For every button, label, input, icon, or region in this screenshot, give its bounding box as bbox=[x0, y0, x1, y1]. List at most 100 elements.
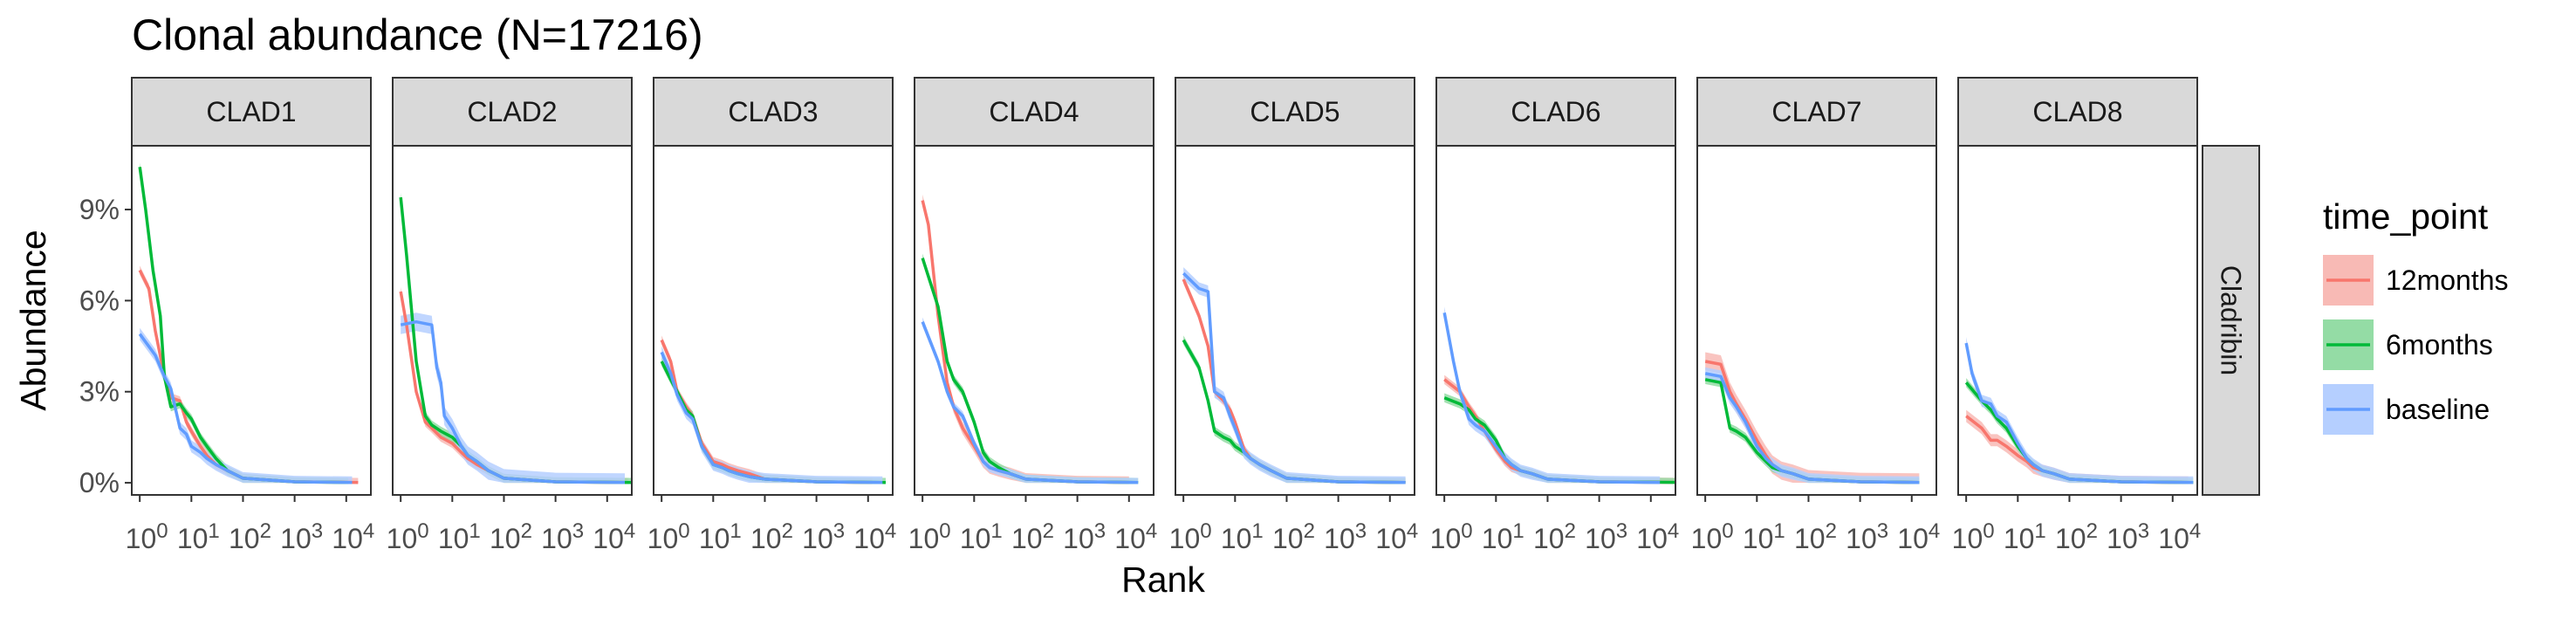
chart-title: Clonal abundance (N=17216) bbox=[132, 10, 703, 59]
x-tick-label: 104 bbox=[1375, 519, 1418, 554]
panel-border bbox=[1957, 145, 2198, 496]
panel-plot-area bbox=[1436, 146, 1675, 495]
panel-border bbox=[1696, 145, 1937, 496]
x-tick-label: 102 bbox=[1011, 519, 1054, 554]
facet-panel-clad3: CLAD3 100 101 102 103 104 bbox=[647, 77, 896, 554]
row-strip-label: Cladribin bbox=[2216, 265, 2247, 375]
series-ribbon-baseline bbox=[1183, 267, 1406, 484]
x-tick-label: 100 bbox=[1169, 519, 1212, 554]
series-line-baseline bbox=[1964, 342, 2194, 484]
panel-series bbox=[1964, 337, 2194, 484]
series-line-baseline bbox=[660, 351, 883, 484]
x-tick-label: 101 bbox=[1743, 519, 1785, 554]
panel-strip-background bbox=[1435, 77, 1676, 147]
panel-series bbox=[1182, 267, 1406, 484]
panel-strip-label: CLAD2 bbox=[467, 96, 557, 127]
panel-series bbox=[921, 194, 1139, 484]
panel-plot-area bbox=[1175, 146, 1415, 495]
x-tick-label: 103 bbox=[1585, 519, 1627, 554]
x-tick-label: 101 bbox=[177, 519, 220, 554]
panel-strip-background bbox=[1175, 77, 1415, 147]
facet-panel-clad7: CLAD7 100 101 102 103 104 bbox=[1691, 77, 1940, 554]
series-line-baseline bbox=[921, 321, 1139, 484]
x-tick-label: 100 bbox=[1952, 519, 1995, 554]
x-tick-label: 101 bbox=[1482, 519, 1524, 554]
legend-title: time_point bbox=[2323, 196, 2489, 237]
panel-plot-area bbox=[132, 146, 371, 495]
x-tick-label: 102 bbox=[1794, 519, 1837, 554]
y-tick-label: 9% bbox=[79, 194, 120, 225]
series-line-baseline bbox=[1182, 271, 1406, 484]
series-ribbon-12months bbox=[1966, 409, 2189, 484]
facet-panel-clad2: CLAD2 100 101 102 103 104 bbox=[387, 77, 635, 554]
panel-strip-background bbox=[1696, 77, 1937, 147]
x-tick-label: 103 bbox=[1846, 519, 1888, 554]
x-tick-label: 103 bbox=[280, 519, 323, 554]
series-line-baseline bbox=[1442, 312, 1661, 484]
panel-strip-background bbox=[1957, 77, 2198, 147]
x-tick-label: 104 bbox=[1114, 519, 1157, 554]
x-tick-label: 104 bbox=[332, 519, 374, 554]
y-tick-label: 6% bbox=[79, 285, 120, 316]
x-tick-label: 104 bbox=[2158, 519, 2201, 554]
panel-strip-label: CLAD7 bbox=[1771, 96, 1861, 127]
x-tick-label: 100 bbox=[908, 519, 951, 554]
x-tick-label: 100 bbox=[126, 519, 168, 554]
panel-strip-label: CLAD5 bbox=[1250, 96, 1339, 127]
panel-series bbox=[1442, 306, 1675, 484]
panel-plot-area bbox=[654, 146, 893, 495]
x-tick-label: 101 bbox=[2004, 519, 2046, 554]
panel-strip-background bbox=[914, 77, 1154, 147]
row-strip: Cladribin bbox=[2202, 145, 2260, 496]
legend: time_point 12months 6months baseline bbox=[2323, 196, 2509, 435]
series-line-baseline bbox=[1704, 372, 1920, 484]
series-ribbon-baseline bbox=[140, 327, 353, 484]
legend-entries: 12months 6months baseline bbox=[2323, 255, 2509, 435]
x-axis-title: Rank bbox=[1121, 560, 1205, 600]
x-tick-label: 101 bbox=[438, 519, 481, 554]
panel-border bbox=[392, 145, 633, 496]
panel-plot-area bbox=[915, 146, 1154, 495]
panel-strip-label: CLAD4 bbox=[989, 96, 1079, 127]
row-strip-background bbox=[2202, 145, 2260, 496]
panel-strip-background bbox=[392, 77, 633, 147]
legend-entry-baseline: baseline bbox=[2323, 384, 2490, 435]
x-tick-label: 102 bbox=[229, 519, 271, 554]
x-tick-label: 104 bbox=[853, 519, 896, 554]
x-tick-label: 103 bbox=[2107, 519, 2149, 554]
x-tick-label: 103 bbox=[1063, 519, 1106, 554]
panel-series bbox=[138, 162, 359, 484]
panel-plot-area bbox=[1697, 146, 1936, 495]
x-tick-label: 101 bbox=[1221, 519, 1264, 554]
facet-panel-clad1: CLAD1 100 101 102 103 104 0% 3% 6% 9% bbox=[79, 77, 374, 554]
panel-strip-background bbox=[653, 77, 894, 147]
y-tick-label: 0% bbox=[79, 467, 120, 498]
legend-label: 12months bbox=[2386, 264, 2509, 296]
legend-label: baseline bbox=[2386, 394, 2490, 425]
facet-panel-clad4: CLAD4 100 101 102 103 104 bbox=[908, 77, 1157, 554]
x-tick-label: 100 bbox=[1430, 519, 1473, 554]
x-tick-label: 103 bbox=[1324, 519, 1367, 554]
x-tick-label: 102 bbox=[1272, 519, 1315, 554]
x-tick-label: 102 bbox=[2055, 519, 2098, 554]
panel-strip-label: CLAD6 bbox=[1511, 96, 1600, 127]
legend-entry-6months: 6months bbox=[2323, 319, 2493, 370]
legend-entry-12months: 12months bbox=[2323, 255, 2509, 306]
panel-border bbox=[1435, 145, 1676, 496]
x-tick-label: 100 bbox=[387, 519, 429, 554]
y-tick-label: 3% bbox=[79, 376, 120, 408]
series-ribbon-baseline bbox=[1966, 337, 2194, 484]
x-tick-label: 104 bbox=[1897, 519, 1940, 554]
x-tick-label: 102 bbox=[1533, 519, 1576, 554]
facet-panel-clad5: CLAD5 100 101 102 103 104 bbox=[1169, 77, 1418, 554]
panel-border bbox=[131, 145, 372, 496]
panel-strip-label: CLAD3 bbox=[728, 96, 818, 127]
x-tick-label: 103 bbox=[541, 519, 584, 554]
y-axis-title: Abundance bbox=[13, 230, 53, 410]
x-tick-label: 101 bbox=[960, 519, 1003, 554]
series-ribbon-6months bbox=[1183, 335, 1406, 484]
panel-series bbox=[660, 335, 887, 484]
x-tick-label: 102 bbox=[490, 519, 532, 554]
